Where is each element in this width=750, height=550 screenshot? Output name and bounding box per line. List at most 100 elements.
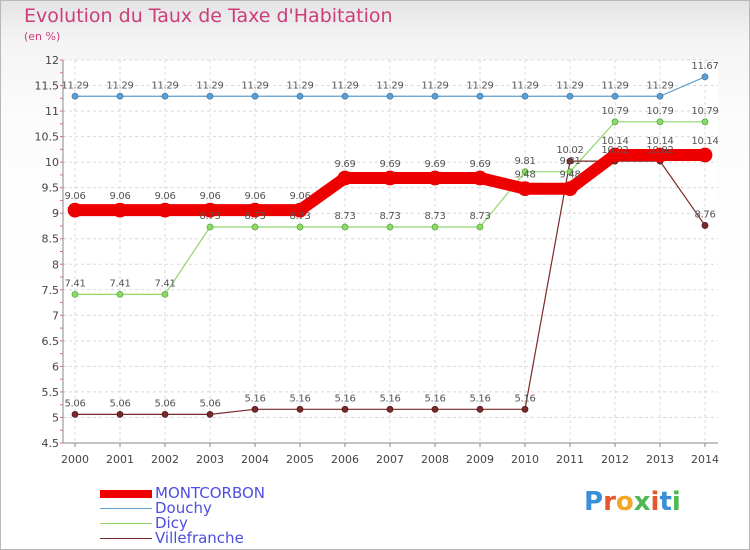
x-tick-label: 2007	[376, 453, 404, 466]
data-label-montcorbon: 9.06	[109, 191, 130, 202]
data-label-montcorbon: 9.69	[469, 159, 490, 170]
data-point-montcorbon	[292, 202, 308, 218]
data-label-villefranche: 5.06	[109, 398, 130, 409]
data-point-douchy	[206, 92, 214, 100]
data-label-dicy: 7.41	[64, 278, 85, 289]
data-label-villefranche: 5.16	[244, 393, 265, 404]
data-label-douchy: 11.29	[286, 80, 313, 91]
data-point-dicy	[386, 223, 394, 231]
data-label-villefranche: 10.02	[601, 145, 628, 156]
data-label-douchy: 11.29	[601, 80, 628, 91]
logo-letter: o	[615, 487, 634, 517]
data-label-douchy: 11.29	[646, 80, 673, 91]
y-tick-label: 11.5	[35, 80, 60, 93]
data-label-dicy: 7.41	[109, 278, 130, 289]
data-point-douchy	[161, 92, 169, 100]
data-label-dicy: 8.73	[334, 211, 355, 222]
data-label-montcorbon: 9.48	[559, 170, 580, 181]
data-point-montcorbon	[472, 170, 488, 186]
data-point-douchy	[656, 92, 664, 100]
x-tick-label: 2005	[286, 453, 314, 466]
legend-swatch-douchy	[100, 508, 152, 509]
data-point-villefranche	[386, 405, 394, 413]
data-point-villefranche	[701, 222, 709, 229]
data-label-montcorbon: 9.69	[379, 159, 400, 170]
data-point-montcorbon	[337, 170, 353, 186]
data-label-villefranche: 5.16	[424, 393, 445, 404]
data-label-montcorbon: 10.14	[691, 136, 718, 147]
legend-label-dicy: Dicy	[155, 514, 188, 532]
data-label-montcorbon: 9.69	[424, 159, 445, 170]
y-tick-label: 12	[45, 54, 59, 67]
x-tick-label: 2004	[241, 453, 269, 466]
data-label-montcorbon: 9.69	[334, 159, 355, 170]
unit-label: (en %)	[24, 30, 61, 43]
data-label-dicy: 10.79	[646, 106, 673, 117]
data-point-montcorbon	[427, 170, 443, 186]
data-point-montcorbon	[247, 202, 263, 218]
y-tick-label: 4.5	[42, 437, 60, 450]
data-point-villefranche	[341, 405, 349, 413]
x-tick-label: 2010	[511, 453, 539, 466]
data-label-douchy: 11.29	[556, 80, 583, 91]
data-label-villefranche: 5.06	[64, 398, 85, 409]
data-point-villefranche	[251, 405, 259, 413]
data-label-villefranche: 5.16	[469, 393, 490, 404]
data-point-douchy	[116, 92, 124, 100]
data-label-villefranche: 5.16	[379, 393, 400, 404]
data-label-dicy: 8.73	[379, 211, 400, 222]
y-tick-label: 5.5	[42, 386, 60, 399]
data-label-dicy: 10.79	[601, 106, 628, 117]
data-point-dicy	[701, 118, 709, 126]
data-point-douchy	[386, 92, 394, 100]
data-label-douchy: 11.29	[331, 80, 358, 91]
legend-swatch-montcorbon	[100, 490, 152, 498]
data-label-montcorbon: 9.06	[244, 191, 265, 202]
data-point-montcorbon	[517, 181, 533, 197]
x-tick-label: 2012	[601, 453, 629, 466]
y-tick-label: 8.5	[42, 233, 60, 246]
x-tick-label: 2000	[61, 453, 89, 466]
x-tick-label: 2013	[646, 453, 674, 466]
x-tick-label: 2009	[466, 453, 494, 466]
data-point-douchy	[296, 92, 304, 100]
logo-letter: t	[659, 487, 672, 517]
y-tick-label: 9.5	[42, 182, 60, 195]
x-tick-label: 2008	[421, 453, 449, 466]
y-tick-label: 11	[45, 105, 59, 118]
data-label-douchy: 11.29	[106, 80, 133, 91]
data-label-villefranche: 5.16	[289, 393, 310, 404]
data-point-montcorbon	[697, 147, 713, 163]
data-label-dicy: 8.73	[199, 211, 220, 222]
data-label-dicy: 9.81	[559, 156, 580, 167]
data-point-douchy	[566, 92, 574, 100]
data-point-montcorbon	[652, 147, 668, 163]
data-point-dicy	[206, 223, 214, 231]
data-label-douchy: 11.29	[376, 80, 403, 91]
data-point-dicy	[161, 290, 169, 298]
data-point-dicy	[341, 223, 349, 231]
data-point-douchy	[431, 92, 439, 100]
data-point-villefranche	[521, 405, 529, 413]
data-point-villefranche	[476, 405, 484, 413]
y-tick-label: 7	[52, 309, 59, 322]
data-label-dicy: 8.73	[244, 211, 265, 222]
data-label-douchy: 11.29	[421, 80, 448, 91]
y-tick-label: 10	[45, 156, 59, 169]
data-point-villefranche	[296, 405, 304, 413]
data-point-dicy	[656, 118, 664, 126]
data-label-montcorbon: 9.06	[154, 191, 175, 202]
data-point-douchy	[476, 92, 484, 100]
x-tick-label: 2011	[556, 453, 584, 466]
x-tick-label: 2006	[331, 453, 359, 466]
data-point-douchy	[521, 92, 529, 100]
data-point-dicy	[476, 223, 484, 231]
data-point-villefranche	[431, 405, 439, 413]
data-label-villefranche: 5.06	[199, 398, 220, 409]
chart-title: Evolution du Taux de Taxe d'Habitation	[24, 5, 393, 27]
data-point-montcorbon	[607, 147, 623, 163]
data-point-dicy	[611, 118, 619, 126]
data-label-douchy: 11.29	[151, 80, 178, 91]
legend-swatch-dicy	[100, 523, 152, 524]
